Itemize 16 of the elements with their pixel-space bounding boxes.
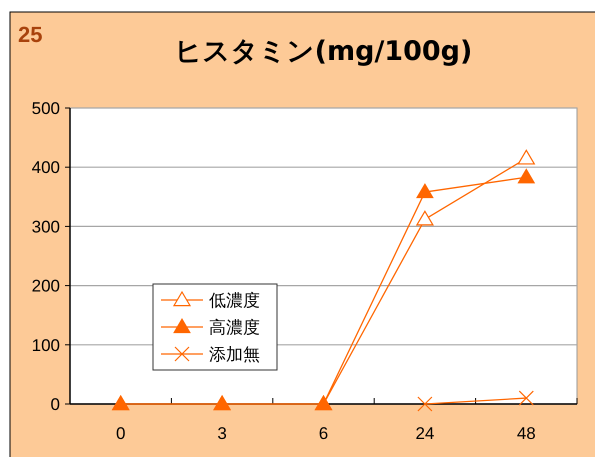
y-tick-label: 300: [32, 217, 60, 236]
text: 25: [18, 22, 42, 47]
x-tick-label: 3: [217, 424, 227, 443]
legend-label: 高濃度: [209, 318, 260, 338]
x-tick-label: 0: [116, 424, 126, 443]
y-tick-label: 500: [32, 98, 60, 118]
chart-title: ヒスタミン(mg/100g): [174, 36, 472, 67]
y-tick-label: 200: [32, 276, 60, 296]
x-tick-label: 48: [516, 424, 536, 443]
y-tick-label: 400: [32, 158, 60, 178]
legend-label: 添加無: [209, 344, 260, 365]
y-tick-label: 100: [32, 336, 60, 355]
y-tick-label: 0: [50, 394, 60, 414]
x-tick-label: 6: [318, 424, 328, 443]
x-tick-label: 24: [415, 424, 434, 443]
legend-label: 低濃度: [209, 290, 260, 311]
